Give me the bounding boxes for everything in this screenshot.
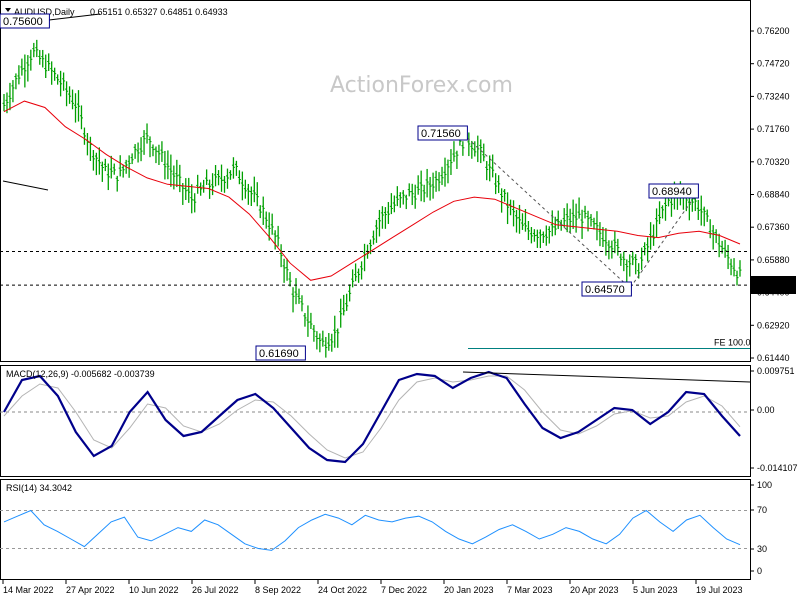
rsi-line [3,509,741,551]
ohlc-values: 0.65151 0.65327 0.64851 0.64933 [90,7,228,17]
date-axis-label: 7 Dec 2022 [381,585,427,595]
annotation-label: 0.75600 [3,16,43,28]
macd-series [0,370,751,464]
macd-axis-label: 0.00 [757,405,775,415]
date-axis-label: 27 Apr 2022 [66,585,115,595]
macd-axis-label: -0.014107 [757,463,798,473]
date-axis-label: 20 Jan 2023 [444,585,494,595]
price-axis-label: 0.65880 [757,255,790,265]
rsi-axis-label: 0 [757,566,762,576]
macd-label: MACD(12,26,9) -0.005682 -0.003739 [6,369,155,379]
date-axis-label: 7 Mar 2023 [507,585,553,595]
annotation-label: 0.61690 [259,348,299,360]
annotation-box [581,281,632,297]
rsi-panel-frame [0,479,751,580]
date-axis-label: 24 Oct 2022 [318,585,367,595]
annotation-label: 0.64570 [585,284,625,296]
annotation-box [417,125,468,141]
rsi-axis-label: 30 [757,544,767,554]
price-axis-label: 0.74720 [757,59,790,69]
date-axis-label: 5 Jun 2023 [633,585,678,595]
date-axis-label: 8 Sep 2022 [255,585,301,595]
current-price-label: 0.64570 [755,284,788,294]
date-axis-label: 20 Apr 2023 [570,585,619,595]
price-axis-label: 0.61440 [757,353,790,363]
price-axis-label: 0.76200 [757,26,790,36]
collapse-arrow-icon[interactable] [5,8,11,12]
date-axis-label: 14 Mar 2022 [3,585,54,595]
price-axis-label: 0.62920 [757,320,790,330]
price-axis-label: 0.68840 [757,190,790,200]
date-axis-label: 10 Jun 2022 [129,585,179,595]
trendline-left [2,180,49,191]
annotation-box [0,13,50,29]
symbol-title: AUDUSD,Daily [14,7,75,17]
date-axis-label: 26 Jul 2022 [192,585,239,595]
macd-panel-frame [0,365,751,477]
price-panel-frame [0,0,751,362]
fe-level-label: FE 100.0 [714,338,751,348]
price-axis-label: 0.70320 [757,157,790,167]
current-price-label: 0.64933 [755,276,788,286]
annotation-label: 0.68940 [652,186,692,198]
annotation-box [648,183,699,199]
macd-signal-line [3,375,741,459]
annotation-label: 0.71560 [421,128,461,140]
price-axis-label: 0.67360 [757,222,790,232]
price-axis-label: 0.71760 [757,124,790,134]
moving-average-line [3,100,741,281]
rsi-label: RSI(14) 34.3042 [6,483,72,493]
macd-main-line [3,370,741,464]
watermark: ActionForex.com [330,73,513,98]
date-axis-label: 19 Jul 2023 [696,585,743,595]
macd-axis-label: 0.009751 [757,366,795,376]
current-price-box [751,284,796,294]
rsi-axis-label: 70 [757,505,767,515]
rsi-axis-label: 100 [757,480,772,490]
rsi-series [0,509,750,551]
annotation-box [255,345,306,361]
macd-trendline [462,371,751,383]
current-price-box [751,276,796,286]
axes: 0.76200 0.74720 0.73240 0.71760 0.70320 0.688… [2,26,798,595]
price-axis-label: 0.73240 [757,91,790,101]
price-series: FE 100.0 0.75600 0.71560 0.68940 0.64570 0.61… [0,13,751,361]
